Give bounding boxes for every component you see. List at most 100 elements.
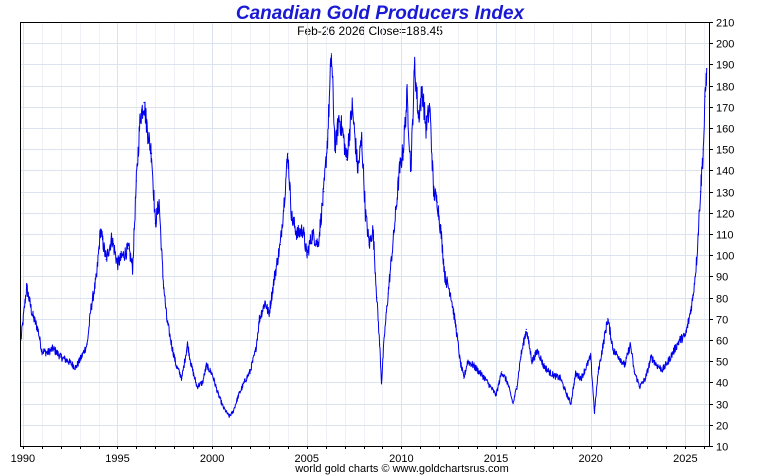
data-point [306,254,308,256]
data-point [238,394,240,396]
data-point [406,95,408,97]
data-point [554,375,556,377]
data-point [440,233,442,235]
y-tick-label: 140 [716,166,734,178]
data-point [283,201,285,203]
data-point [393,233,395,235]
data-point [122,254,124,256]
data-point [175,364,177,366]
data-point [139,116,141,118]
data-point [506,381,508,383]
y-tick-label: 170 [716,103,734,115]
data-point [342,131,344,133]
y-tick-label: 150 [716,145,734,157]
data-point [459,360,461,362]
data-point [629,343,632,345]
data-point [402,148,404,150]
data-point [60,356,62,358]
data-point [542,364,545,366]
data-point [607,318,609,320]
data-point [696,258,698,260]
data-point [147,131,149,133]
data-point [704,95,706,97]
x-tick-label: 2005 [295,453,319,465]
data-point [656,364,658,366]
data-point [274,275,276,277]
data-point [255,350,257,352]
x-tick-label: 2015 [484,453,508,465]
data-point [143,102,145,104]
chart-subtitle: Feb-26 2026 Close=188.45 [297,24,443,38]
data-point [586,364,588,366]
data-point [478,371,480,373]
data-point [279,244,281,246]
data-point [650,356,652,358]
data-point [171,347,173,350]
y-tick-label: 40 [716,378,728,390]
data-point [287,152,289,154]
data-point [357,169,359,171]
data-point [52,347,54,350]
data-point [601,350,603,352]
data-point [376,297,378,299]
data-point [383,335,385,337]
data-point [26,286,28,288]
y-tick-label: 180 [716,82,734,94]
data-point [467,360,469,362]
data-point [116,263,119,265]
data-point [196,386,198,388]
data-point [128,248,130,250]
data-point [31,314,33,316]
data-point [706,68,708,70]
data-point [75,367,77,369]
data-point [202,381,204,383]
data-point [135,180,137,182]
data-point [398,169,401,171]
y-tick-label: 190 [716,60,734,72]
y-axis: 10 20 30 40 50 60 70 80 90 100 110 120 130 140 150 160 1… [709,18,734,454]
x-tick-label: 1990 [11,453,35,465]
data-point [673,350,675,352]
data-point [380,381,383,383]
y-tick-label: 10 [716,442,728,454]
data-point [489,386,491,388]
data-point [162,275,164,277]
data-point [410,169,412,171]
data-point [258,318,260,320]
data-point [444,275,446,277]
data-point [99,229,101,231]
data-point [421,89,423,91]
y-tick-label: 200 [716,39,734,51]
y-tick-label: 160 [716,124,734,136]
data-point [645,377,647,379]
data-point [450,292,452,294]
y-tick-label: 80 [716,294,728,306]
data-point [516,386,518,388]
y-tick-label: 120 [716,209,734,221]
data-point [67,360,69,362]
data-point [323,191,325,193]
data-point [537,350,539,352]
data-point [667,360,669,362]
data-point [41,350,43,352]
data-point [190,364,192,366]
chart-title: Canadian Gold Producers Index [236,3,526,24]
x-tick-label: 2000 [200,453,224,465]
data-point [296,233,298,235]
data-point [132,267,134,269]
data-point [181,377,183,379]
data-point [111,237,113,239]
data-point [618,356,620,358]
y-tick-label: 90 [716,272,728,284]
y-tick-label: 60 [716,336,728,348]
data-point [291,216,293,218]
data-point [217,392,219,394]
data-point [414,63,416,65]
data-point [699,191,702,193]
data-point [512,403,514,405]
data-point [688,318,690,320]
y-tick-label: 20 [716,421,728,433]
data-point [565,392,567,394]
data-point [548,371,550,373]
